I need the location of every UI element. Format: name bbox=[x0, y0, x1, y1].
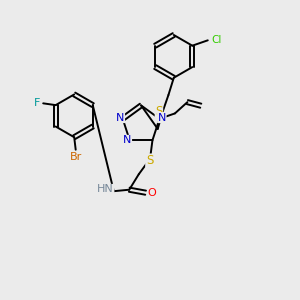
Text: N: N bbox=[158, 112, 166, 123]
Text: S: S bbox=[146, 154, 153, 167]
Text: O: O bbox=[148, 188, 157, 198]
Text: Br: Br bbox=[70, 152, 82, 161]
Text: HN: HN bbox=[97, 184, 114, 194]
Text: N: N bbox=[123, 135, 131, 146]
Text: Cl: Cl bbox=[211, 35, 221, 45]
Text: F: F bbox=[34, 98, 41, 108]
Text: N: N bbox=[116, 112, 124, 123]
Text: S: S bbox=[155, 105, 163, 118]
